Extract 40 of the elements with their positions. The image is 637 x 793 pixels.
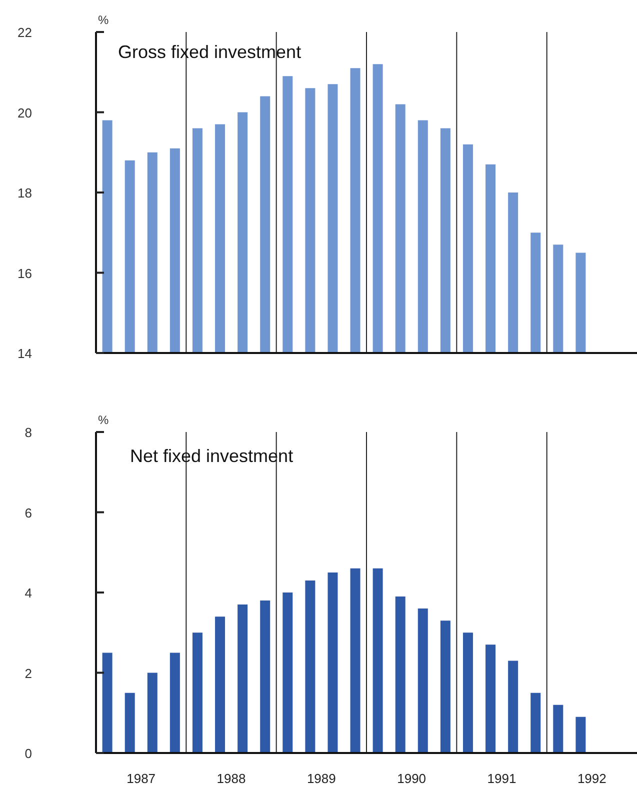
bar xyxy=(350,568,360,753)
bar xyxy=(530,692,541,753)
bar xyxy=(215,616,226,753)
y-tick-label: 16 xyxy=(18,266,32,281)
y-tick-label: 22 xyxy=(18,25,32,40)
bar xyxy=(395,596,406,753)
bar xyxy=(576,716,586,753)
bar xyxy=(418,608,428,753)
y-tick-label: 20 xyxy=(18,105,32,120)
y-tick-label: 14 xyxy=(18,346,32,361)
y-tick-label: 2 xyxy=(24,666,32,681)
bar xyxy=(238,604,248,753)
bar xyxy=(124,692,135,753)
bar xyxy=(305,580,316,753)
bar xyxy=(170,652,180,753)
x-tick-label: 1990 xyxy=(397,771,426,786)
y-tick-label: 0 xyxy=(24,746,32,761)
x-tick-label: 1991 xyxy=(487,771,516,786)
bar xyxy=(282,592,293,753)
y-axis-title: % xyxy=(98,413,109,427)
x-tick-label: 1988 xyxy=(216,771,246,786)
y-tick-label: 4 xyxy=(24,586,32,600)
y-axis-title: % xyxy=(98,13,109,27)
bar xyxy=(147,672,158,753)
y-tick-label: 8 xyxy=(24,425,32,440)
x-tick-label: 1992 xyxy=(577,771,606,786)
bar xyxy=(372,568,383,753)
bar xyxy=(508,660,518,753)
y-tick-label: 6 xyxy=(24,505,32,520)
bar xyxy=(440,620,450,753)
bar xyxy=(102,652,112,753)
x-tick-label: 1989 xyxy=(306,771,336,786)
bar xyxy=(328,572,338,753)
bar xyxy=(553,704,564,753)
bar xyxy=(260,600,270,753)
y-tick-label: 18 xyxy=(18,186,32,200)
bar xyxy=(486,644,496,753)
x-tick-label: 1987 xyxy=(126,771,156,786)
bar xyxy=(462,632,473,753)
bar xyxy=(192,632,202,753)
